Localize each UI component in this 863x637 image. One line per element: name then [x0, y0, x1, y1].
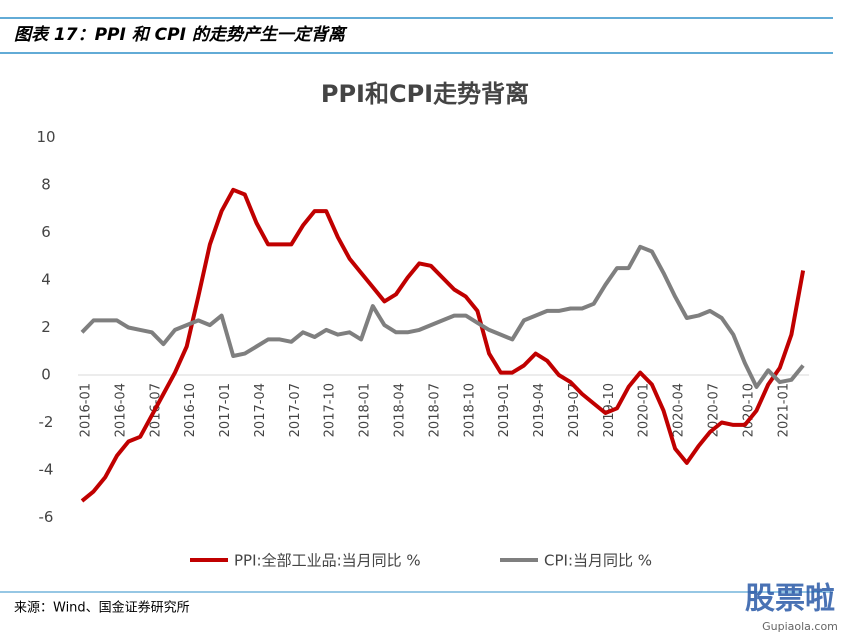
x-tick-label: 2020-04	[672, 383, 687, 437]
x-tick-label: 2019-07	[567, 383, 582, 437]
series-line	[80, 244, 805, 389]
x-tick-label: 2016-04	[113, 383, 128, 437]
y-tick-label: -6	[39, 508, 54, 526]
legend-label: CPI:当月同比 %	[544, 552, 652, 570]
legend-label: PPI:全部工业品:当月同比 %	[234, 552, 421, 570]
y-tick-label: -2	[39, 413, 54, 431]
x-tick-label: 2018-10	[462, 383, 477, 437]
y-tick-label: 4	[41, 271, 51, 289]
source: 来源：Wind、国金证券研究所	[14, 600, 190, 616]
y-tick-label: 8	[41, 176, 51, 194]
x-tick-label: 2018-01	[358, 383, 373, 437]
y-tick-label: 6	[41, 223, 51, 241]
watermark-url: Gupiaola.com	[762, 620, 838, 633]
x-tick-label: 2016-10	[183, 383, 198, 437]
series-line	[80, 187, 806, 503]
y-tick-label: 2	[41, 318, 51, 336]
figure-title: 图表 17：PPI 和 CPI 的走势产生一定背离	[14, 25, 348, 45]
x-tick-label: 2018-07	[427, 383, 442, 437]
x-tick-label: 2017-01	[218, 383, 233, 437]
x-tick-label: 2016-01	[79, 383, 94, 437]
chart-title: PPI和CPI走势背离	[321, 80, 529, 108]
x-tick-label: 2021-01	[776, 383, 791, 437]
x-tick-label: 2020-01	[637, 383, 652, 437]
y-tick-label: 10	[36, 128, 55, 146]
watermark: 股票啦	[745, 582, 835, 617]
x-tick-label: 2017-04	[253, 383, 268, 437]
x-tick-label: 2017-07	[288, 383, 303, 437]
x-tick-label: 2019-01	[497, 383, 512, 437]
y-tick-label: -4	[39, 461, 54, 479]
x-tick-label: 2017-10	[323, 383, 338, 437]
x-tick-label: 2019-04	[532, 383, 547, 437]
x-tick-label: 2020-10	[741, 383, 756, 437]
y-tick-label: 0	[41, 366, 51, 384]
x-tick-label: 2018-04	[393, 383, 408, 437]
